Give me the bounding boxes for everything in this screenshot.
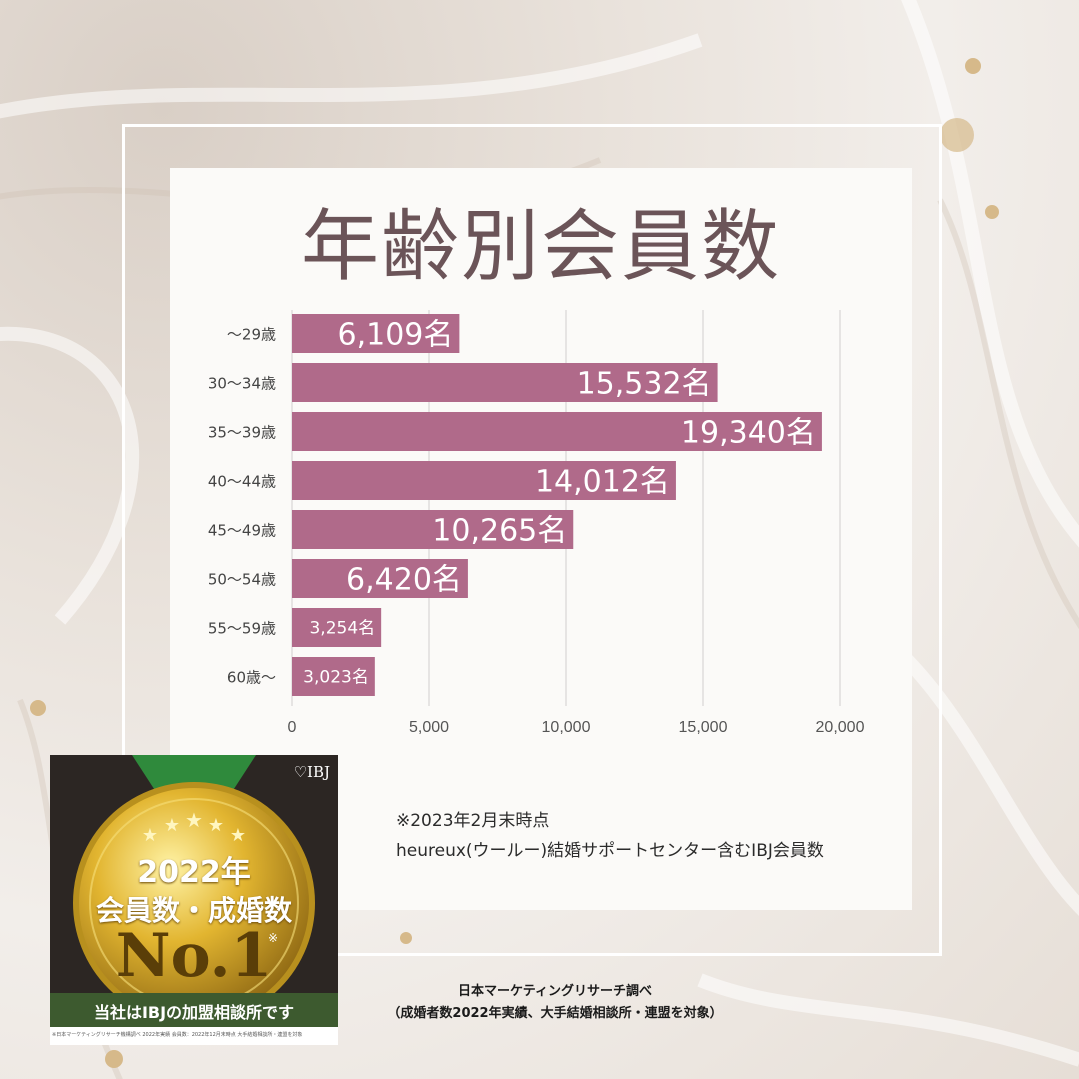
note-scope: heureux(ウールー)結婚サポートセンター含むIBJ会員数 bbox=[396, 841, 824, 861]
data-label: 6,109名 bbox=[337, 318, 453, 353]
data-label: 3,254名 bbox=[309, 619, 375, 639]
category-label: 35～39歳 bbox=[208, 424, 276, 442]
sparkle bbox=[400, 932, 412, 944]
ribbon bbox=[132, 755, 256, 795]
category-label: 55～59歳 bbox=[208, 620, 276, 638]
badge-asterisk: ※ bbox=[268, 931, 279, 945]
data-label: 10,265名 bbox=[432, 514, 567, 549]
data-label: 6,420名 bbox=[346, 563, 462, 598]
bar bbox=[292, 510, 574, 549]
sparkle bbox=[30, 700, 46, 716]
x-tick-label: 10,000 bbox=[542, 719, 591, 736]
white-frame bbox=[122, 124, 942, 956]
category-label: 30～34歳 bbox=[208, 375, 276, 393]
sparkle bbox=[985, 205, 999, 219]
badge-rank: No.1 bbox=[115, 921, 273, 991]
bar-chart: ～29歳 30～34歳 35～39歳 40～44歳 45～49歳 50～54歳 55～59歳… bbox=[208, 310, 865, 736]
svg-text:★: ★ bbox=[185, 808, 203, 832]
ibj-medal-badge: ★ ★ ★ ★ ★ ♡IBJ 2022年 会員数・成婚数 No.1 ※ 当社はI… bbox=[50, 755, 338, 1045]
category-label: 60歳～ bbox=[227, 669, 276, 687]
sparkle bbox=[940, 118, 974, 152]
svg-text:★: ★ bbox=[142, 825, 158, 846]
badge-year: 2022年 bbox=[137, 855, 251, 890]
x-tick-label: 5,000 bbox=[409, 719, 449, 736]
category-label: ～29歳 bbox=[227, 326, 276, 344]
data-label: 3,023名 bbox=[303, 668, 369, 688]
bar bbox=[292, 559, 468, 598]
x-tick-label: 15,000 bbox=[679, 719, 728, 736]
x-tick-label: 0 bbox=[288, 719, 297, 736]
badge-headline: 会員数・成婚数 bbox=[95, 894, 292, 927]
note-date: ※2023年2月末時点 bbox=[396, 811, 550, 831]
bar bbox=[292, 608, 382, 647]
bar bbox=[292, 461, 676, 500]
category-label: 40～44歳 bbox=[208, 473, 276, 491]
source-line-2: （成婚者数2022年実績、大手結婚相談所・連盟を対象） bbox=[387, 1006, 723, 1021]
svg-text:★: ★ bbox=[230, 825, 246, 846]
category-label: 50～54歳 bbox=[208, 571, 276, 589]
source-line-1: 日本マーケティングリサーチ調べ bbox=[458, 984, 652, 999]
bar bbox=[292, 412, 822, 451]
medal-graphic: ★ ★ ★ ★ ★ bbox=[50, 755, 338, 1045]
bar bbox=[292, 363, 718, 402]
bar bbox=[292, 657, 375, 696]
ibj-logo: ♡IBJ bbox=[293, 763, 330, 781]
data-label: 14,012名 bbox=[535, 465, 670, 500]
category-label: 45～49歳 bbox=[208, 522, 276, 540]
star-icons: ★ ★ ★ ★ ★ bbox=[142, 808, 246, 846]
svg-text:★: ★ bbox=[208, 815, 224, 836]
sparkle bbox=[965, 58, 981, 74]
badge-footer: 当社はIBJの加盟相談所です bbox=[93, 1003, 295, 1022]
bar bbox=[292, 314, 460, 353]
badge-fine-print: ※日本マーケティングリサーチ機構調べ 2022年実績 会員数：2022年12月末… bbox=[52, 1032, 303, 1038]
x-tick-label: 20,000 bbox=[816, 719, 865, 736]
sparkle bbox=[105, 1050, 123, 1068]
svg-text:★: ★ bbox=[164, 815, 180, 836]
chart-title: 年齢別会員数 bbox=[300, 202, 781, 292]
data-label: 19,340名 bbox=[681, 416, 816, 451]
data-label: 15,532名 bbox=[577, 367, 712, 402]
